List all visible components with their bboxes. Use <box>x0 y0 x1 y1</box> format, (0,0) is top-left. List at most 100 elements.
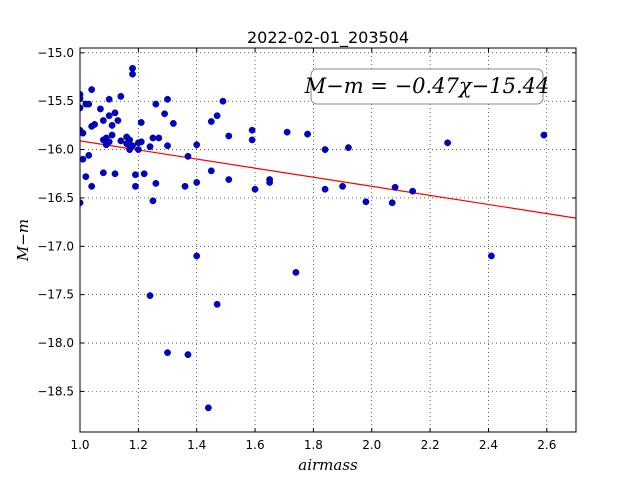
data-point <box>105 112 113 120</box>
data-point <box>80 155 87 163</box>
data-point <box>304 130 311 138</box>
chart-title: 2022-02-01_203504 <box>247 28 409 48</box>
data-point <box>207 118 215 125</box>
data-point <box>540 131 548 139</box>
data-point <box>362 198 370 206</box>
data-point <box>321 185 329 193</box>
data-point <box>140 170 148 178</box>
data-point <box>184 152 192 160</box>
data-point <box>88 182 96 190</box>
data-point <box>164 349 171 357</box>
data-point <box>99 117 107 124</box>
data-point <box>91 121 98 128</box>
data-point <box>181 182 189 190</box>
data-point <box>193 179 201 186</box>
x-tick-label: 2.2 <box>421 438 440 452</box>
data-point <box>213 300 221 308</box>
x-tick-labels: 1.0 1.2 1.4 1.6 1.8 2.0 2.2 2.4 2.6 <box>70 438 556 452</box>
y-tick-label: −15.0 <box>37 46 74 60</box>
data-point <box>111 109 119 117</box>
data-point <box>149 197 157 205</box>
x-tick-label: 1.6 <box>246 438 265 452</box>
data-point <box>248 126 256 134</box>
data-point <box>152 100 160 108</box>
data-point <box>266 179 274 186</box>
data-point <box>88 86 96 93</box>
data-point <box>108 121 116 129</box>
y-tick-label: −18.0 <box>37 336 74 350</box>
fit-line-layer <box>80 140 576 219</box>
data-point <box>204 404 212 412</box>
data-point <box>225 132 233 140</box>
data-point <box>105 138 113 146</box>
data-point <box>80 129 87 137</box>
data-point <box>169 120 177 127</box>
data-point <box>99 169 107 177</box>
y-tick-label: −16.5 <box>37 191 74 205</box>
x-tick-label: 1.2 <box>129 438 148 452</box>
data-point <box>105 95 113 103</box>
data-point <box>149 134 157 142</box>
data-point <box>129 142 136 150</box>
data-point <box>129 64 136 72</box>
data-point <box>146 143 154 151</box>
data-point <box>487 252 495 260</box>
data-point <box>85 100 93 108</box>
data-point <box>134 146 142 153</box>
data-point <box>137 138 145 146</box>
y-tick-label: −16.0 <box>37 143 74 157</box>
x-tick-label: 1.8 <box>304 438 323 452</box>
x-tick-label: 2.6 <box>537 438 556 452</box>
x-tick-label: 2.4 <box>479 438 498 452</box>
data-point <box>132 171 139 179</box>
data-point <box>345 144 352 152</box>
data-point <box>114 117 122 124</box>
data-point <box>213 112 221 120</box>
data-point <box>184 351 192 359</box>
data-point <box>97 105 104 113</box>
data-point <box>155 134 163 142</box>
data-point <box>137 119 145 126</box>
data-point <box>164 142 171 150</box>
fit-annotation: M−m = −0.47χ−15.44 <box>304 68 549 105</box>
data-point <box>193 252 201 260</box>
data-point <box>111 170 119 178</box>
data-point <box>117 92 125 100</box>
data-point <box>409 187 417 195</box>
data-point <box>193 141 201 149</box>
data-point <box>161 110 169 118</box>
y-axis-label: M−m <box>14 219 32 262</box>
data-point <box>108 131 116 139</box>
data-point <box>152 180 160 187</box>
data-point <box>225 176 233 183</box>
data-point <box>207 167 215 175</box>
y-tick-label: −17.5 <box>37 288 74 302</box>
y-tick-label: −17.0 <box>37 239 74 253</box>
data-point <box>248 136 256 144</box>
data-points <box>80 64 548 412</box>
y-tick-labels: −15.0 −15.5 −16.0 −16.5 −17.0 −17.5 −18.0 −18.5 <box>37 46 74 399</box>
data-point <box>117 137 125 145</box>
data-point <box>219 97 227 105</box>
data-point <box>82 173 90 181</box>
data-point <box>444 139 452 147</box>
data-point <box>283 128 291 136</box>
x-tick-label: 1.4 <box>187 438 206 452</box>
x-axis-label: airmass <box>298 456 358 474</box>
data-point <box>164 95 171 103</box>
data-point <box>129 70 136 78</box>
data-point <box>85 151 93 159</box>
data-point <box>339 182 346 190</box>
y-tick-label: −18.5 <box>37 384 74 398</box>
data-point <box>321 146 329 153</box>
data-point <box>126 136 134 144</box>
data-point <box>132 182 139 190</box>
x-tick-label: 1.0 <box>70 438 89 452</box>
y-tick-label: −15.5 <box>37 94 74 108</box>
x-tick-label: 2.0 <box>362 438 381 452</box>
fit-annotation-box <box>310 68 544 105</box>
data-point <box>388 199 396 207</box>
data-point <box>292 269 300 276</box>
data-point <box>251 185 259 193</box>
